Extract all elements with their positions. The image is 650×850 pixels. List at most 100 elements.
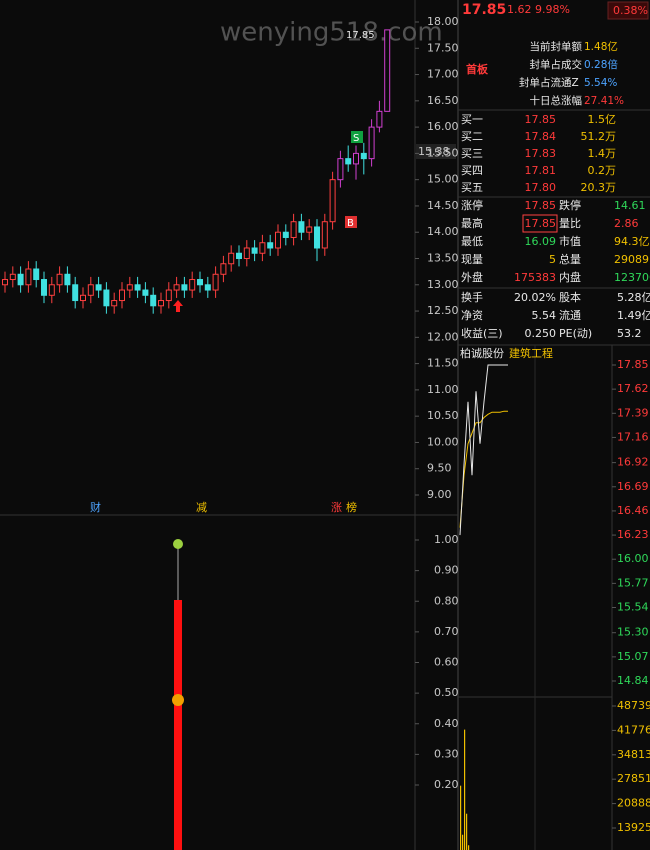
candle-body <box>158 300 164 307</box>
candle-body <box>298 221 305 233</box>
candle-body <box>142 289 149 296</box>
book-price: 17.83 <box>525 147 557 160</box>
candle-body <box>251 247 258 254</box>
volume-label: 48739 <box>617 699 650 712</box>
price-label: 15.54 <box>617 601 649 614</box>
book-price: 17.84 <box>525 130 557 143</box>
candle-body <box>329 179 336 223</box>
fin-label: 流通 <box>559 308 581 322</box>
candle-body <box>134 284 141 291</box>
stat-value: 16.09 <box>525 235 557 248</box>
volume-label: 20888 <box>617 797 650 810</box>
axis-label: 12.50 <box>427 304 459 317</box>
axis-label: 9.50 <box>427 462 452 475</box>
candle-body <box>111 300 118 307</box>
candle-body <box>189 279 196 291</box>
axis-label: 12.00 <box>427 330 459 343</box>
candle-body <box>197 279 203 286</box>
axis-label: 0.30 <box>434 747 459 760</box>
event-tag: 涨 <box>331 501 342 514</box>
volume-bar <box>460 785 462 850</box>
candle-body <box>2 279 8 286</box>
fin-label: 净资 <box>461 308 483 322</box>
quote-pct: 9.98% <box>535 3 570 16</box>
candle-body <box>290 221 297 238</box>
quote-price: 17.85 <box>462 2 506 18</box>
book-label: 买四 <box>461 164 483 177</box>
seal-value: 5.54% <box>584 77 617 89</box>
stat-label: 最高 <box>461 216 483 230</box>
candle-body <box>212 273 219 291</box>
spike-icon <box>173 539 183 549</box>
peak-label: 17.85 <box>346 30 375 41</box>
seal-label: 封单占成交 <box>530 58 583 71</box>
price-label: 16.46 <box>617 504 649 517</box>
volume-label: 13925 <box>617 821 650 834</box>
candle-body <box>353 152 359 165</box>
volume-bar <box>466 813 468 850</box>
candle-body <box>220 263 227 275</box>
book-volume: 20.3万 <box>581 181 617 194</box>
stat-label: 最低 <box>461 235 483 248</box>
axis-label: 9.00 <box>427 488 452 501</box>
book-label: 买二 <box>461 130 483 143</box>
candle-body <box>236 252 242 260</box>
stat-value: 94.3亿 <box>614 235 650 248</box>
book-volume: 1.5亿 <box>588 113 617 126</box>
candle-body <box>173 284 180 291</box>
candle-body <box>314 226 320 249</box>
price-tag: 15.38 <box>418 145 450 158</box>
fin-label: 收益(三) <box>461 326 503 340</box>
axis-label: 1.00 <box>434 533 459 546</box>
candle-body <box>95 284 102 291</box>
candle-body <box>228 252 235 265</box>
spike-bar <box>174 600 182 850</box>
candle-body <box>64 273 71 286</box>
axis-label: 0.40 <box>434 717 459 730</box>
stat-value: 29089 <box>614 253 649 266</box>
price-line <box>459 364 508 536</box>
price-label: 16.92 <box>617 456 649 469</box>
seal-value: 27.41% <box>584 95 624 107</box>
stat-label: 现量 <box>461 253 483 266</box>
candle-body <box>275 231 281 249</box>
book-volume: 0.2万 <box>588 164 617 177</box>
price-label: 14.84 <box>617 674 649 687</box>
axis-label: 10.50 <box>427 409 459 422</box>
candle-body <box>384 29 391 112</box>
quote-tag: 0.38% <box>613 4 648 17</box>
seal-label: 当前封单额 <box>530 40 583 53</box>
candle-body <box>56 273 63 286</box>
axis-label: 17.00 <box>427 68 459 81</box>
candle-body <box>259 242 266 254</box>
axis-label: 0.90 <box>434 564 459 577</box>
arrow-icon <box>173 300 183 312</box>
fin-value: 1.49亿 <box>617 309 650 322</box>
candle-body <box>204 284 211 291</box>
volume-label: 34813 <box>617 748 650 761</box>
candle-body <box>337 158 344 181</box>
axis-label: 11.00 <box>427 383 459 396</box>
highlight-box <box>522 214 558 233</box>
candle-body <box>150 294 157 307</box>
candle-body <box>119 289 125 302</box>
axis-label: 16.00 <box>427 120 459 133</box>
candle-body <box>321 221 328 249</box>
event-tag: 财 <box>90 500 101 514</box>
sell-marker-bg <box>351 131 363 143</box>
candle-body <box>376 110 383 128</box>
candle-body <box>126 284 133 291</box>
price-label: 16.23 <box>617 528 649 541</box>
seal-value: 0.28倍 <box>584 58 618 71</box>
book-volume: 1.4万 <box>588 147 617 160</box>
badge: 首板 <box>466 62 489 76</box>
fin-label: 换手 <box>461 290 483 304</box>
candle-body <box>87 284 94 296</box>
price-label: 17.39 <box>617 406 649 419</box>
stat-value: 123706 <box>614 271 650 284</box>
candle-body <box>165 289 172 302</box>
axis-label: 0.70 <box>434 625 459 638</box>
book-label: 买一 <box>461 113 483 126</box>
axis-label: 15.00 <box>427 173 459 186</box>
